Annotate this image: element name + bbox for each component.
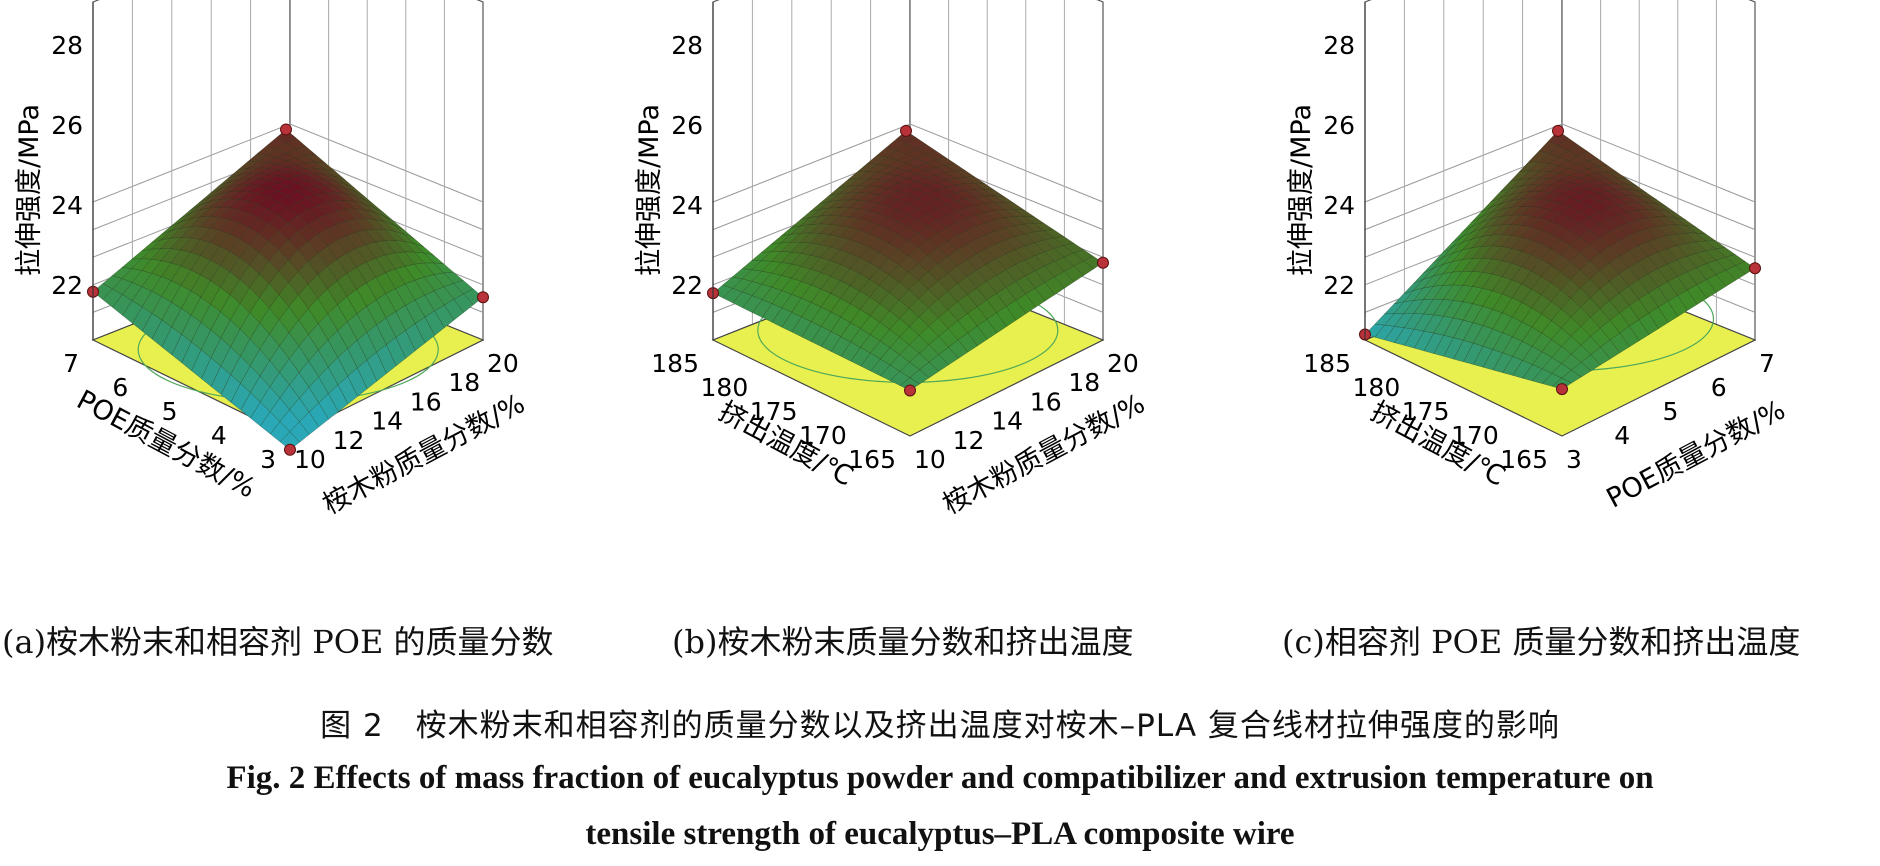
- z-tick-label: 28: [671, 31, 703, 60]
- y-tick-label: 4: [1614, 421, 1630, 450]
- z-tick-label: 24: [671, 191, 703, 220]
- data-point: [904, 384, 916, 397]
- subplot-caption-b: (b)桉木粉末质量分数和挤出温度: [672, 623, 1134, 661]
- x-tick-label: 6: [112, 373, 128, 402]
- data-point: [900, 124, 912, 137]
- x-tick-label: 180: [701, 373, 749, 402]
- y-tick-label: 20: [1107, 349, 1139, 378]
- data-point: [1552, 124, 1564, 137]
- z-axis-title: 拉伸强度/MPa: [1286, 104, 1317, 276]
- z-axis-title: 拉伸强度/MPa: [14, 104, 45, 276]
- wall-gridline: [712, 123, 1104, 203]
- y-tick-label: 10: [914, 445, 946, 474]
- x-tick-label: 3: [260, 445, 276, 474]
- surface-plot-c: 222426283032拉伸强度/MPa185180175170165挤出温度/…: [1286, 0, 1791, 515]
- response-surface: [712, 130, 1104, 391]
- y-tick-label: 12: [953, 426, 985, 455]
- x-tick-label: 5: [162, 397, 178, 426]
- data-point: [1097, 256, 1109, 269]
- y-tick-label: 10: [294, 445, 326, 474]
- x-tick-label: 170: [1451, 421, 1499, 450]
- y-axis-title: POE质量分数/%: [1602, 394, 1791, 514]
- x-tick-label: 175: [1402, 397, 1450, 426]
- x-tick-label: 185: [1303, 349, 1351, 378]
- z-tick-label: 26: [1323, 111, 1355, 140]
- response-surface: [92, 129, 484, 450]
- data-point: [1556, 383, 1568, 396]
- y-tick-label: 18: [448, 368, 480, 397]
- chart-panel-a: 222426283032拉伸强度/MPa76543POE质量分数/%101214…: [0, 0, 626, 620]
- x-tick-label: 175: [750, 397, 798, 426]
- z-tick-label: 28: [51, 31, 83, 60]
- x-tick-label: 180: [1353, 373, 1401, 402]
- z-tick-label: 28: [1323, 31, 1355, 60]
- subplot-caption-c: (c)相容剂 POE 质量分数和挤出温度: [1282, 623, 1801, 661]
- z-tick-label: 22: [51, 271, 83, 300]
- y-tick-label: 12: [333, 426, 365, 455]
- wall-gridline: [92, 123, 484, 203]
- x-tick-label: 7: [63, 349, 79, 378]
- z-tick-label: 26: [671, 111, 703, 140]
- y-tick-label: 16: [1030, 387, 1062, 416]
- z-tick-label: 22: [671, 271, 703, 300]
- data-point: [477, 291, 489, 304]
- y-tick-label: 14: [371, 407, 403, 436]
- response-surface: [1364, 130, 1756, 390]
- x-tick-label: 165: [1500, 445, 1548, 474]
- y-tick-label: 5: [1663, 397, 1679, 426]
- figure-caption-cn: 图 2 桉木粉末和相容剂的质量分数以及挤出温度对桉木–PLA 复合线材拉伸强度的…: [320, 708, 1560, 744]
- wall-gridline: [1364, 123, 1756, 203]
- x-tick-label: 165: [848, 445, 896, 474]
- z-tick-label: 24: [51, 191, 83, 220]
- surface-plot-a: 222426283032拉伸强度/MPa76543POE质量分数/%101214…: [14, 0, 530, 521]
- chart-panel-c: 222426283032拉伸强度/MPa185180175170165挤出温度/…: [1272, 0, 1880, 620]
- z-axis-title: 拉伸强度/MPa: [634, 104, 665, 276]
- z-tick-label: 22: [1323, 271, 1355, 300]
- z-tick-label: 24: [1323, 191, 1355, 220]
- y-tick-label: 18: [1068, 368, 1100, 397]
- y-tick-label: 14: [991, 407, 1023, 436]
- y-tick-label: 20: [487, 349, 519, 378]
- x-tick-label: 170: [799, 421, 847, 450]
- z-tick-label: 26: [51, 111, 83, 140]
- data-point: [280, 123, 292, 136]
- y-tick-label: 7: [1759, 349, 1775, 378]
- y-tick-label: 6: [1711, 373, 1727, 402]
- figure-caption-en-line1: Fig. 2 Effects of mass fraction of eucal…: [226, 760, 1654, 796]
- y-tick-label: 3: [1566, 445, 1582, 474]
- subplot-caption-a: (a)桉木粉末和相容剂 POE 的质量分数: [2, 623, 554, 661]
- y-tick-label: 16: [410, 387, 442, 416]
- chart-panel-b: 222426283032拉伸强度/MPa185180175170165挤出温度/…: [620, 0, 1246, 620]
- data-point: [1749, 262, 1761, 275]
- data-point: [284, 443, 296, 456]
- x-tick-label: 4: [211, 421, 227, 450]
- surface-plot-b: 222426283032拉伸强度/MPa185180175170165挤出温度/…: [634, 0, 1150, 521]
- figure-caption-en-line2: tensile strength of eucalyptus–PLA compo…: [585, 816, 1295, 852]
- x-tick-label: 185: [651, 349, 699, 378]
